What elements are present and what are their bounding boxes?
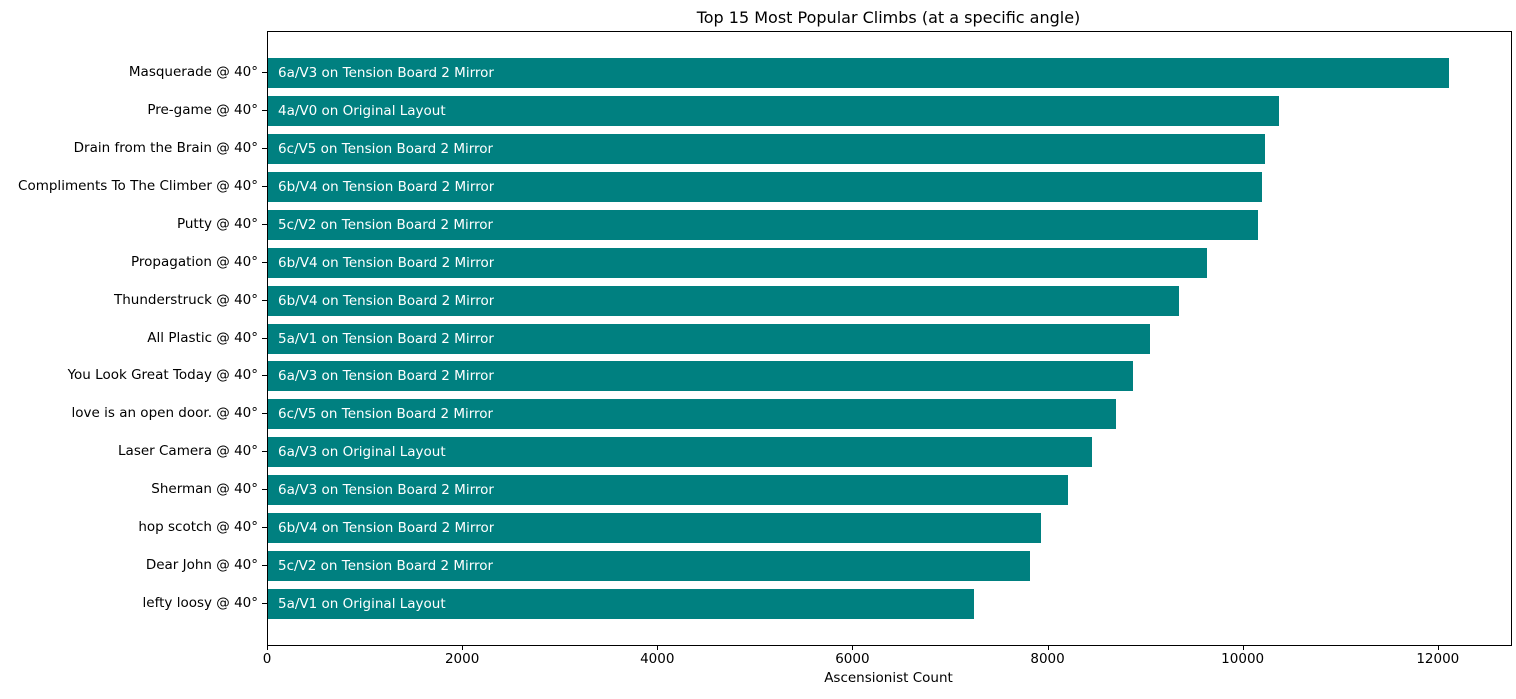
bar-value-label: 6b/V4 on Tension Board 2 Mirror xyxy=(278,520,495,537)
bar-value-label: 6b/V4 on Tension Board 2 Mirror xyxy=(278,178,495,195)
ytick-mark xyxy=(262,451,267,453)
xtick-mark xyxy=(1242,645,1244,650)
bar-value-label: 6a/V3 on Original Layout xyxy=(278,444,446,461)
ytick-label: love is an open door. @ 40° xyxy=(71,405,258,422)
ytick-mark xyxy=(262,564,267,566)
bar-value-label: 6a/V3 on Tension Board 2 Mirror xyxy=(278,368,494,385)
ytick-label: Putty @ 40° xyxy=(176,215,258,232)
ytick-mark xyxy=(262,527,267,529)
ytick-mark xyxy=(262,602,267,604)
bar-value-label: 5c/V2 on Tension Board 2 Mirror xyxy=(278,557,494,574)
bar-0: 6a/V3 on Tension Board 2 Mirror xyxy=(268,58,1449,89)
ytick-label: You Look Great Today @ 40° xyxy=(67,367,258,384)
ytick-label: Compliments To The Climber @ 40° xyxy=(18,177,258,194)
bar-10: 6a/V3 on Original Layout xyxy=(268,437,1093,468)
bar-value-label: 5c/V2 on Tension Board 2 Mirror xyxy=(278,216,494,233)
ytick-label: Sherman @ 40° xyxy=(151,481,258,498)
ytick-label: Propagation @ 40° xyxy=(131,253,258,270)
ytick-mark xyxy=(262,375,267,377)
bar-14: 5a/V1 on Original Layout xyxy=(268,588,975,619)
bar-1: 4a/V0 on Original Layout xyxy=(268,96,1279,127)
ytick-mark xyxy=(262,185,267,187)
ytick-mark xyxy=(262,337,267,339)
xtick-label: 10000 xyxy=(1221,651,1265,667)
bar-value-label: 6c/V5 on Tension Board 2 Mirror xyxy=(278,141,494,158)
bar-value-label: 6b/V4 on Tension Board 2 Mirror xyxy=(278,292,495,309)
bar-value-label: 6a/V3 on Tension Board 2 Mirror xyxy=(278,65,494,82)
ytick-label: lefty loosy @ 40° xyxy=(142,594,258,611)
ytick-mark xyxy=(262,489,267,491)
bar-value-label: 6b/V4 on Tension Board 2 Mirror xyxy=(278,254,495,271)
ytick-label: Thunderstruck @ 40° xyxy=(113,291,258,308)
ytick-label: hop scotch @ 40° xyxy=(138,519,258,536)
bar-value-label: 6c/V5 on Tension Board 2 Mirror xyxy=(278,406,494,423)
bar-11: 6a/V3 on Tension Board 2 Mirror xyxy=(268,475,1069,506)
ytick-mark xyxy=(262,223,267,225)
ytick-mark xyxy=(262,261,267,263)
bar-value-label: 5a/V1 on Tension Board 2 Mirror xyxy=(278,330,494,347)
x-axis-label: Ascensionist Count xyxy=(824,670,953,686)
xtick-mark xyxy=(1047,645,1049,650)
bar-2: 6c/V5 on Tension Board 2 Mirror xyxy=(268,134,1266,165)
ytick-mark xyxy=(262,299,267,301)
ytick-label: All Plastic @ 40° xyxy=(147,329,258,346)
plot-area: 6a/V3 on Tension Board 2 Mirror 4a/V0 on … xyxy=(267,31,1512,646)
bar-value-label: 5a/V1 on Original Layout xyxy=(278,595,446,612)
xtick-label: 8000 xyxy=(1030,651,1065,667)
bar-7: 5a/V1 on Tension Board 2 Mirror xyxy=(268,323,1150,354)
bar-13: 5c/V2 on Tension Board 2 Mirror xyxy=(268,550,1030,581)
xtick-label: 2000 xyxy=(444,651,480,667)
xtick-mark xyxy=(852,645,854,650)
ytick-label: Laser Camera @ 40° xyxy=(118,443,258,460)
ytick-mark xyxy=(262,413,267,415)
ytick-label: Dear John @ 40° xyxy=(145,556,258,573)
bar-value-label: 6a/V3 on Tension Board 2 Mirror xyxy=(278,482,494,499)
xtick-mark xyxy=(462,645,464,650)
bar-5: 6b/V4 on Tension Board 2 Mirror xyxy=(268,247,1207,278)
xtick-mark xyxy=(657,645,659,650)
ytick-mark xyxy=(262,148,267,150)
ytick-label: Masquerade @ 40° xyxy=(128,64,258,81)
bar-value-label: 4a/V0 on Original Layout xyxy=(278,103,446,120)
ytick-label: Drain from the Brain @ 40° xyxy=(73,140,258,157)
xtick-label: 6000 xyxy=(835,651,870,667)
xtick-label: 12000 xyxy=(1416,651,1460,667)
bar-9: 6c/V5 on Tension Board 2 Mirror xyxy=(268,399,1116,430)
bar-8: 6a/V3 on Tension Board 2 Mirror xyxy=(268,361,1134,392)
ytick-mark xyxy=(262,110,267,112)
xtick-mark xyxy=(1437,645,1439,650)
bar-6: 6b/V4 on Tension Board 2 Mirror xyxy=(268,285,1180,316)
xtick-mark xyxy=(267,645,268,650)
bar-3: 6b/V4 on Tension Board 2 Mirror xyxy=(268,171,1263,202)
ytick-label: Pre-game @ 40° xyxy=(147,102,258,119)
xtick-label: 4000 xyxy=(640,651,675,667)
ytick-mark xyxy=(262,72,267,74)
bar-4: 5c/V2 on Tension Board 2 Mirror xyxy=(268,209,1259,240)
chart-title: Top 15 Most Popular Climbs (at a specifi… xyxy=(696,8,1081,27)
bar-12: 6b/V4 on Tension Board 2 Mirror xyxy=(268,513,1041,544)
xtick-label: 0 xyxy=(262,651,272,667)
